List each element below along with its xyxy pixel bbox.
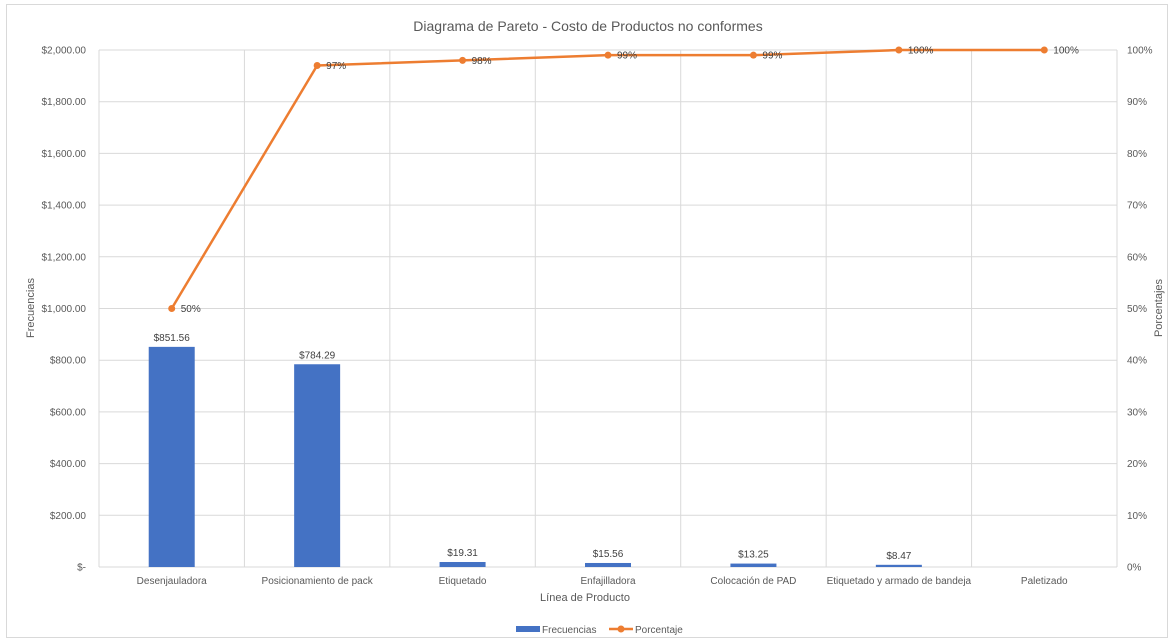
line-data-label: 97% <box>326 61 346 72</box>
line-data-label: 99% <box>762 51 782 62</box>
bar-data-label: $19.31 <box>447 548 478 559</box>
y-tick-label: $2,000.00 <box>42 46 87 57</box>
y-axis-secondary: 0% 10% 20% 30% 40% 50% 60% 70% 80% 90% 100% <box>1127 46 1153 574</box>
y2-axis-title: Porcentajes <box>1153 278 1165 337</box>
bar <box>875 564 922 567</box>
y2-tick-label: 80% <box>1127 149 1147 160</box>
y2-tick-label: 30% <box>1127 407 1147 418</box>
y-tick-label: $1,000.00 <box>42 304 87 315</box>
y2-tick-label: 100% <box>1127 46 1153 57</box>
x-tick-label: Paletizado <box>1021 576 1068 587</box>
y-axis-title: Frecuencias <box>25 278 37 338</box>
x-tick-label: Etiquetado <box>439 576 487 587</box>
x-axis-title: Línea de Producto <box>540 592 630 604</box>
legend-swatch-frecuencias <box>516 626 540 632</box>
bar-data-label: $13.25 <box>738 550 769 561</box>
y-tick-label: $- <box>77 563 86 574</box>
y2-tick-label: 60% <box>1127 252 1147 263</box>
line-data-label: 99% <box>617 51 637 62</box>
bar-data-label: $784.29 <box>299 350 336 361</box>
bar-data-label: $15.56 <box>593 549 624 560</box>
bar <box>585 562 631 567</box>
x-tick-label: Posicionamiento de pack <box>262 576 374 587</box>
x-tick-label: Enfajilladora <box>580 576 635 587</box>
x-tick-label: Colocación de PAD <box>710 576 796 587</box>
y-tick-label: $400.00 <box>50 459 87 470</box>
line-data-label: 100% <box>1053 46 1079 57</box>
line-data-label: 100% <box>908 46 934 57</box>
legend-marker-porcentaje <box>617 625 625 633</box>
bar <box>439 562 486 567</box>
percentage-line <box>170 48 1045 310</box>
y-tick-label: $1,600.00 <box>42 149 87 160</box>
chart-title: Diagrama de Pareto - Costo de Productos … <box>413 18 762 34</box>
y2-tick-label: 40% <box>1127 356 1147 367</box>
legend-label-frecuencias: Frecuencias <box>542 625 596 636</box>
line-data-label: 50% <box>181 304 201 315</box>
y2-tick-label: 20% <box>1127 459 1147 470</box>
bar-data-label: $851.56 <box>154 333 191 344</box>
legend-label-porcentaje: Porcentaje <box>635 625 683 636</box>
x-tick-label: Desenjauladora <box>137 576 207 587</box>
line-marker <box>313 62 321 70</box>
x-axis: Desenjauladora Posicionamiento de pack Eti… <box>137 576 1068 587</box>
line-marker <box>459 56 467 64</box>
y-tick-label: $800.00 <box>50 356 87 367</box>
y-tick-label: $1,400.00 <box>42 201 87 212</box>
chart-frame <box>6 4 1168 638</box>
legend: Frecuencias Porcentaje <box>516 625 683 636</box>
y-tick-label: $1,800.00 <box>42 97 87 108</box>
bar-series-frecuencias: $851.56 $784.29 $19.31 $15.56 $13.25 $8.47 <box>148 333 922 567</box>
y-tick-label: $200.00 <box>50 511 87 522</box>
line-marker <box>749 51 757 59</box>
y2-tick-label: 50% <box>1127 304 1147 315</box>
line-series-porcentaje: 50% 97% 98% 99% 99% 100% 100% <box>168 46 1079 315</box>
y-axis-primary: $- $200.00 $400.00 $600.00 $800.00 $1,000.00 $… <box>42 46 87 574</box>
line-marker <box>604 51 612 59</box>
line-marker <box>895 46 903 54</box>
x-tick-label: Etiquetado y armado de bandeja <box>827 576 972 587</box>
y2-tick-label: 0% <box>1127 563 1142 574</box>
bar-data-label: $8.47 <box>886 551 911 562</box>
y-tick-label: $1,200.00 <box>42 252 87 263</box>
line-marker <box>1040 46 1048 54</box>
line-marker <box>168 305 176 312</box>
bar <box>730 563 777 567</box>
bar <box>294 364 341 567</box>
y2-tick-label: 10% <box>1127 511 1147 522</box>
bar <box>148 346 195 567</box>
y2-tick-label: 90% <box>1127 97 1147 108</box>
line-data-label: 98% <box>472 56 492 67</box>
y2-tick-label: 70% <box>1127 201 1147 212</box>
y-tick-label: $600.00 <box>50 407 87 418</box>
gridlines <box>98 49 1118 568</box>
